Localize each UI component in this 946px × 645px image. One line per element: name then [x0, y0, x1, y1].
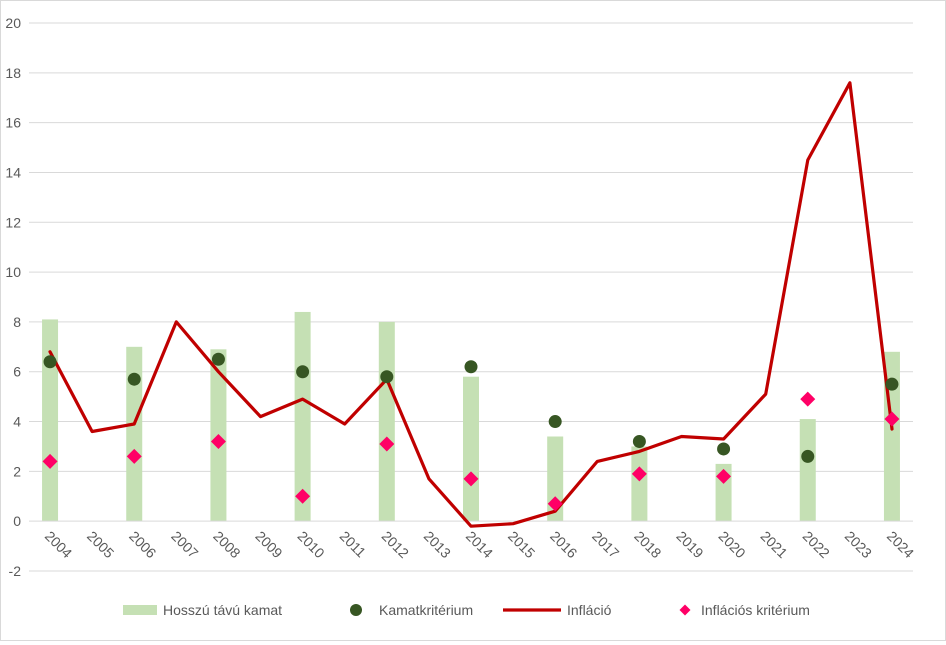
line-series-inflacio: [48, 81, 894, 528]
scatter-series-kamatkriterium: [43, 352, 899, 463]
kamatkriterium-point: [801, 449, 815, 463]
y-tick-label: 20: [5, 15, 21, 31]
kamatkriterium-point: [632, 434, 646, 448]
kamatkriterium-point: [717, 442, 731, 456]
legend-label: Kamatkritérium: [379, 602, 473, 618]
legend-swatch-diamond: [679, 604, 691, 616]
kamatkriterium-point: [380, 370, 394, 384]
x-tick-label: 2013: [421, 528, 454, 561]
x-tick-label: 2021: [758, 528, 791, 561]
x-tick-label: 2024: [884, 528, 917, 561]
bar: [42, 319, 59, 522]
x-tick-label: 2017: [589, 528, 622, 561]
kamatkriterium-point: [464, 360, 478, 374]
x-axis-tick-labels: 2004 2005 2006 2007 2008 2009 2010 2011 2012 2013…: [42, 528, 917, 561]
kamatkriterium-point: [885, 377, 899, 391]
legend-label: Hosszú távú kamat: [163, 602, 282, 618]
y-tick-label: 8: [13, 314, 21, 330]
y-tick-label: 6: [13, 364, 21, 380]
inflacios-kriterium-point: [210, 433, 226, 449]
y-tick-label: 2: [13, 463, 21, 479]
kamatkriterium-point: [43, 355, 57, 369]
y-tick-label: 16: [5, 115, 21, 131]
y-tick-label: 10: [5, 264, 21, 280]
bar: [126, 346, 143, 522]
x-tick-label: 2014: [463, 528, 496, 561]
gridlines: [29, 22, 913, 572]
inflacios-kriterium-point: [295, 488, 311, 504]
y-tick-label: 4: [13, 414, 21, 430]
x-tick-label: 2018: [631, 528, 664, 561]
x-tick-label: 2020: [715, 528, 748, 561]
x-tick-label: 2009: [252, 528, 285, 561]
legend-item-kamatkriterium: Kamatkritérium: [350, 602, 473, 618]
inflacio-line: [48, 81, 894, 528]
x-tick-label: 2019: [673, 528, 706, 561]
x-tick-label: 2006: [126, 528, 159, 561]
kamatkriterium-point: [211, 352, 225, 366]
x-tick-label: 2004: [42, 528, 75, 561]
bar: [547, 436, 564, 522]
y-tick-label: -2: [9, 563, 22, 579]
y-tick-label: 12: [5, 214, 21, 230]
bar: [799, 419, 816, 522]
bar: [294, 311, 311, 522]
bar-series-hosszu-tavu-kamat: [42, 311, 900, 522]
x-tick-label: 2007: [168, 528, 201, 561]
kamatkriterium-point: [548, 415, 562, 429]
kamatkriterium-point: [127, 372, 141, 386]
inflacios-kriterium-point: [463, 471, 479, 487]
legend-item-inflacios-kriterium: Inflációs kritérium: [679, 602, 810, 618]
inflacios-kriterium-point: [631, 466, 647, 482]
x-tick-label: 2005: [84, 528, 117, 561]
legend-item-hosszu-tavu-kamat: Hosszú távú kamat: [123, 602, 282, 618]
bar: [631, 446, 648, 522]
x-tick-label: 2015: [505, 528, 538, 561]
y-tick-label: 18: [5, 65, 21, 81]
x-tick-label: 2010: [294, 528, 327, 561]
x-tick-label: 2016: [547, 528, 580, 561]
inflacios-kriterium-point: [884, 411, 900, 427]
kamatkriterium-point: [296, 365, 310, 379]
y-tick-label: 0: [13, 513, 21, 529]
inflacios-kriterium-point: [126, 448, 142, 464]
x-tick-label: 2023: [842, 528, 875, 561]
x-tick-label: 2011: [337, 528, 370, 561]
legend: Hosszú távú kamat Kamatkritérium Infláció I…: [123, 602, 810, 618]
legend-item-inflacio: Infláció: [503, 602, 612, 618]
inflacios-kriterium-point: [42, 453, 58, 469]
x-tick-label: 2012: [379, 528, 412, 561]
legend-swatch-bar: [123, 605, 157, 615]
legend-label: Inflációs kritérium: [701, 602, 810, 618]
x-tick-label: 2008: [210, 528, 243, 561]
inflacios-kriterium-point: [800, 391, 816, 407]
bar: [378, 321, 395, 522]
inflacios-kriterium-point: [716, 468, 732, 484]
scatter-series-inflacios-kriterium: [42, 391, 900, 512]
inflacios-kriterium-point: [547, 496, 563, 512]
legend-swatch-circle: [350, 604, 362, 616]
legend-label: Infláció: [567, 602, 612, 618]
inflacios-kriterium-point: [379, 436, 395, 452]
bar: [463, 376, 479, 522]
x-tick-label: 2022: [800, 528, 833, 561]
y-axis-tick-labels: -2 0 2 4 6 8 10 12 14 16 18 20: [5, 15, 21, 579]
y-tick-label: 14: [5, 164, 21, 180]
